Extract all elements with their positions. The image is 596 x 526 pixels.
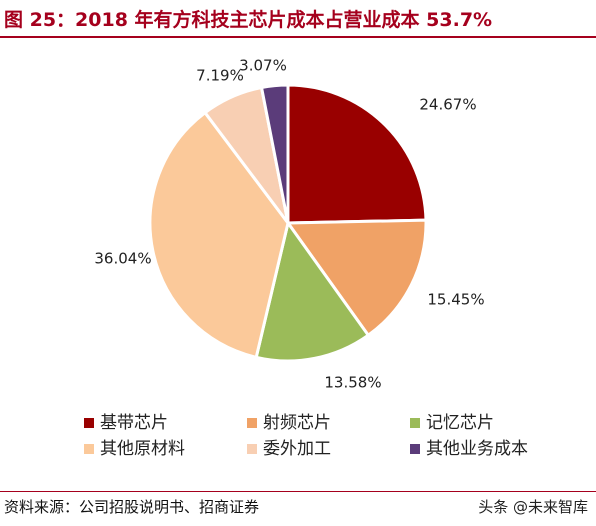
source-note: 资料来源：公司招股说明书、招商证券 <box>4 498 260 516</box>
watermark: 头条 @未来智库 <box>478 498 588 516</box>
slice-data-label: 24.67% <box>419 96 476 114</box>
legend-label: 其他原材料 <box>100 439 185 459</box>
pie-slice-1 <box>286 83 428 225</box>
legend-label: 记忆芯片 <box>426 413 494 433</box>
slice-data-label: 15.45% <box>427 291 484 309</box>
pie-chart-svg: 24.67% 15.45% 13.58% 36.04% 7.19%3.07% 基带芯片 射频… <box>84 57 528 459</box>
pie-slice-2 <box>285 218 428 338</box>
legend-label: 其他业务成本 <box>426 439 528 459</box>
slice-data-label: 3.07% <box>239 57 287 75</box>
footer-divider <box>0 491 596 492</box>
slice-data-label: 13.58% <box>324 374 381 392</box>
title-divider <box>0 36 596 38</box>
pie-slice-4 <box>148 110 290 360</box>
slice-data-label: 36.04% <box>94 250 151 268</box>
pie-slice-6 <box>259 83 290 224</box>
legend-swatch <box>247 444 257 454</box>
legend-swatch <box>410 418 420 428</box>
chart-title: 图 25：2018 年有方科技主芯片成本占营业成本 53.7% <box>4 9 493 31</box>
legend-label: 基带芯片 <box>100 413 168 433</box>
legend-swatch <box>84 418 94 428</box>
slice-data-label: 7.19% <box>196 67 244 85</box>
legend-label: 委外加工 <box>263 439 331 459</box>
legend-swatch <box>247 418 257 428</box>
legend-swatch <box>84 444 94 454</box>
legend-label: 射频芯片 <box>263 413 331 433</box>
legend-swatch <box>410 444 420 454</box>
pie-chart: 24.67% 15.45% 13.58% 36.04% 7.19% 3.07% 基带芯片 射频… <box>0 40 596 488</box>
pie-slice-3 <box>254 219 371 363</box>
